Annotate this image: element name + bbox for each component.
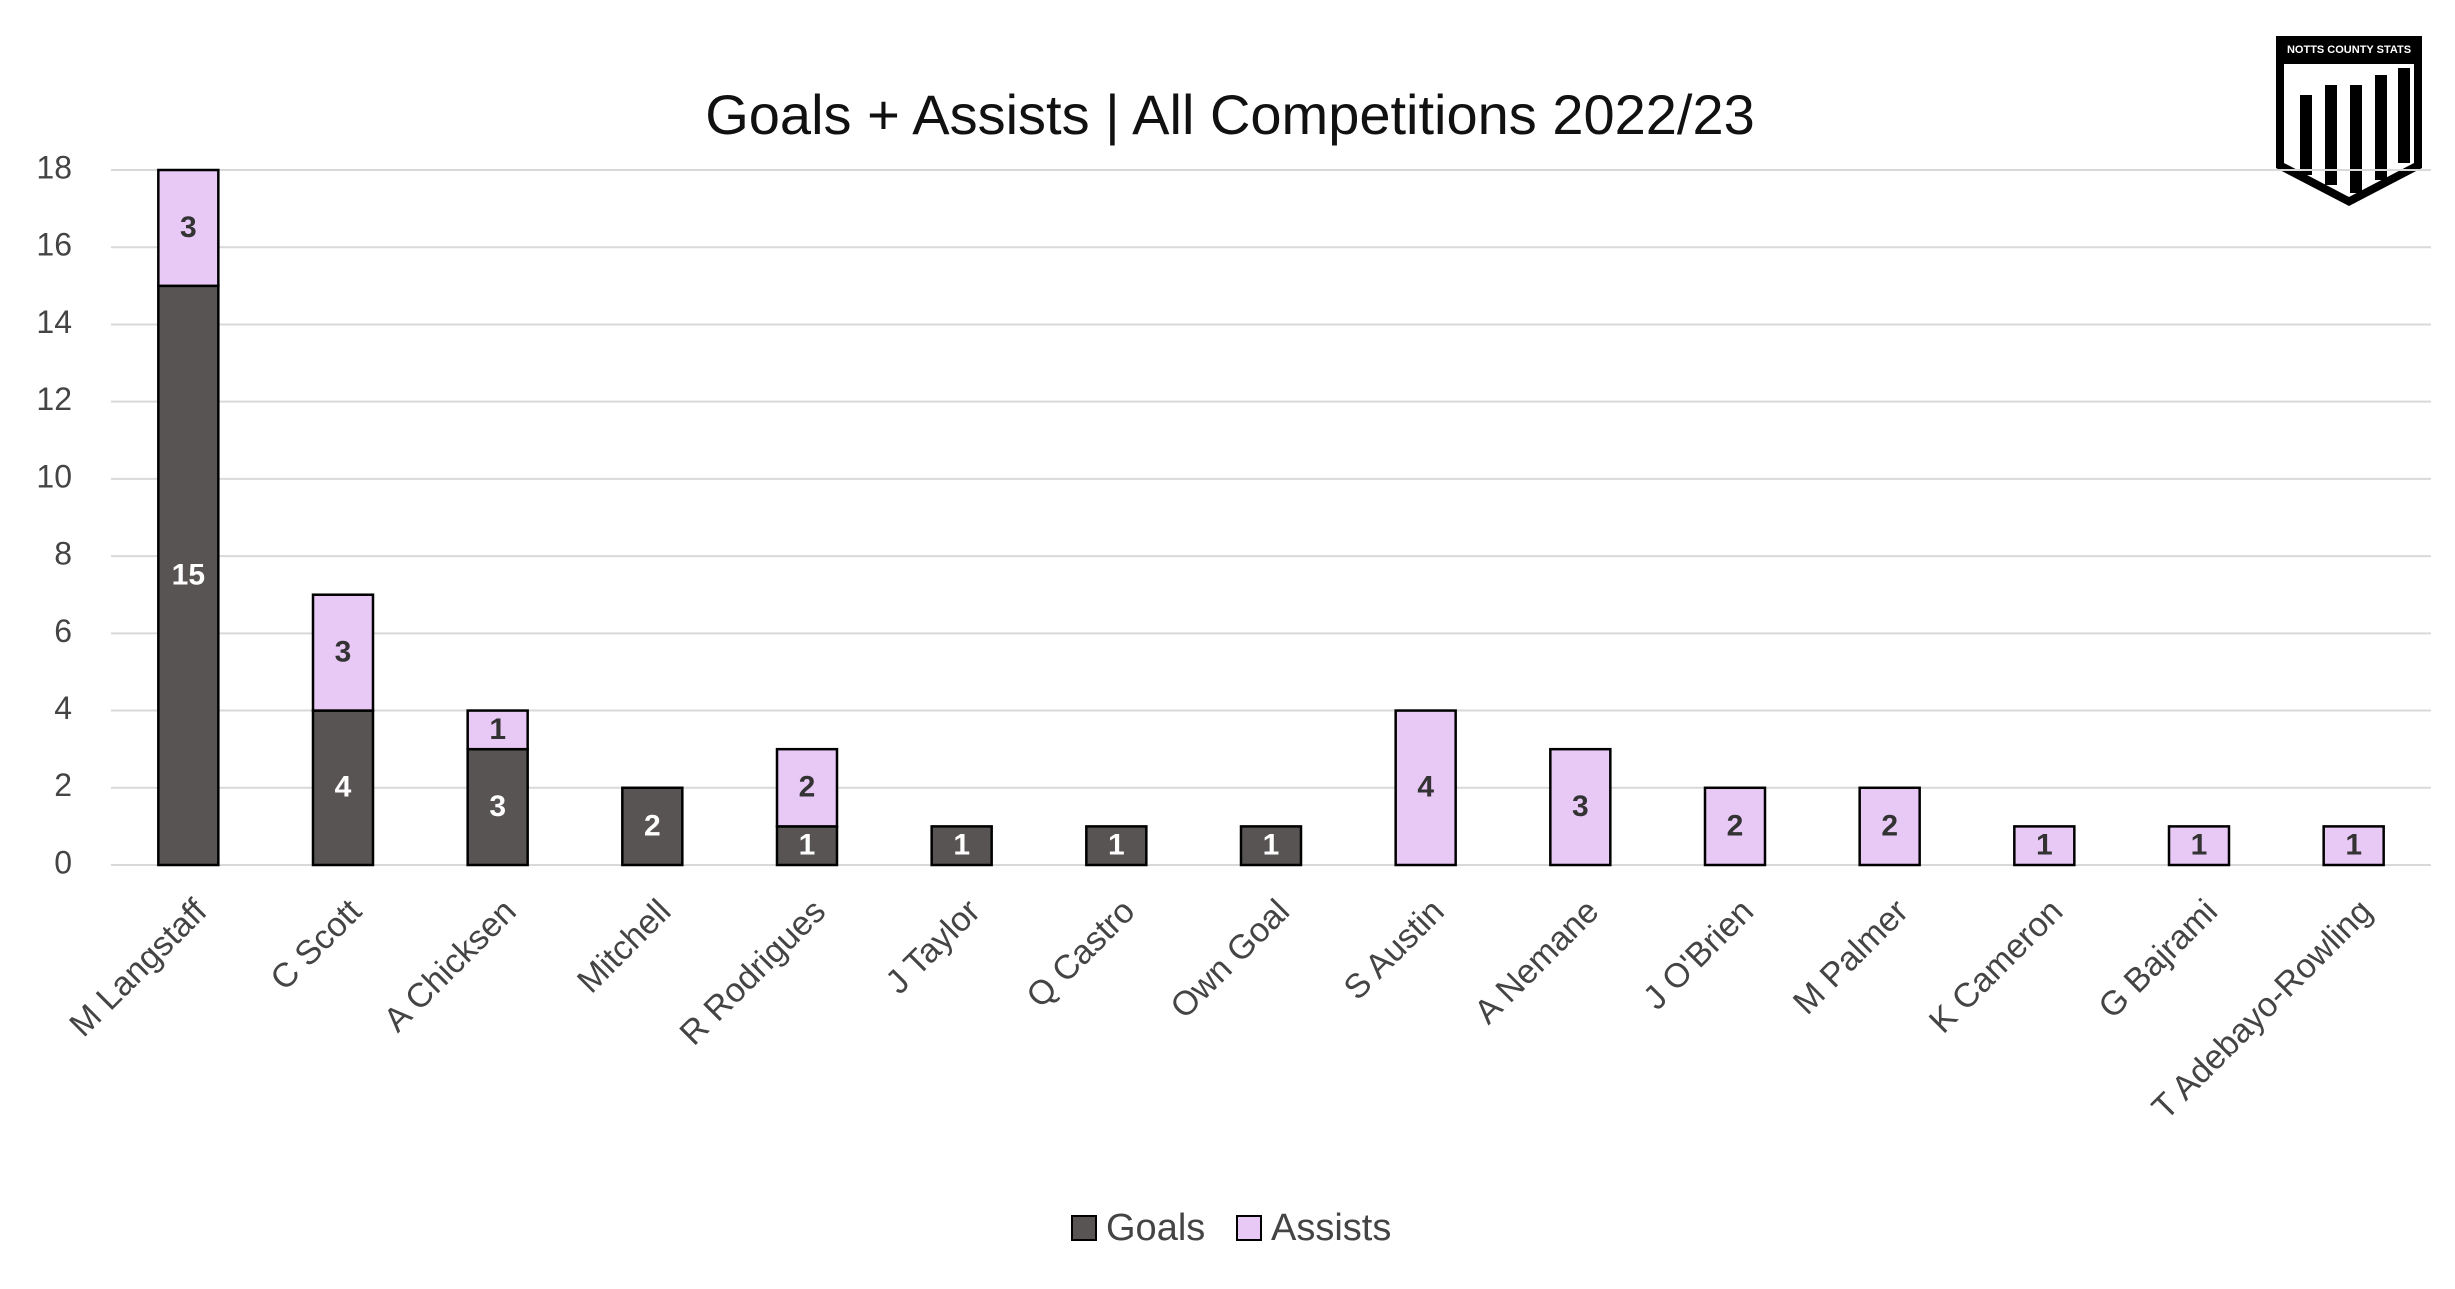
- value-label: 4: [1417, 771, 1434, 804]
- x-tick-label: Mitchell: [570, 892, 678, 1000]
- x-tick-label: M Langstaff: [62, 892, 214, 1044]
- value-label: 2: [644, 809, 661, 842]
- bar-segment: [157, 168, 220, 288]
- value-label: 2: [1727, 809, 1744, 842]
- legend-swatch: [1071, 1215, 1097, 1241]
- x-tick-label: G Bajrami: [2091, 892, 2225, 1026]
- bar-segment: [1703, 786, 1767, 867]
- y-tick-label: 14: [36, 304, 72, 340]
- bar-segment: [311, 593, 375, 712]
- value-label: 1: [2191, 829, 2208, 862]
- logo-stripe: [2325, 85, 2337, 185]
- chart-title: Goals + Assists | All Competitions 2022/…: [705, 83, 1755, 146]
- bar-segment: [1394, 709, 1457, 867]
- bar-segment: [466, 709, 529, 751]
- bar-segment: [2322, 825, 2385, 867]
- bar-segment: [1858, 786, 1921, 867]
- value-label: 1: [489, 713, 506, 746]
- value-label: 1: [1108, 829, 1125, 862]
- y-tick-label: 8: [54, 536, 72, 572]
- logo-stripe: [2398, 68, 2410, 163]
- bar-segment: [2167, 825, 2231, 867]
- value-label: 3: [335, 636, 352, 669]
- legend-label: Assists: [1271, 1207, 1391, 1249]
- x-tick-label: J O'Brien: [1636, 892, 1761, 1017]
- legend-label: Goals: [1106, 1207, 1205, 1249]
- x-tick-label: Q Castro: [1019, 892, 1142, 1015]
- bar-segment: [1085, 825, 1148, 867]
- bar-segment: [157, 284, 220, 867]
- bar-segment: [621, 786, 684, 867]
- value-label: 1: [799, 829, 816, 862]
- value-label: 3: [489, 790, 506, 823]
- value-label: 1: [2345, 829, 2362, 862]
- x-tick-label: S Austin: [1337, 892, 1452, 1007]
- x-tick-label: M Palmer: [1786, 892, 1916, 1022]
- y-tick-label: 6: [54, 613, 72, 649]
- y-tick-label: 4: [54, 690, 72, 726]
- value-label: 15: [172, 558, 205, 591]
- x-tick-label: J Taylor: [878, 892, 987, 1001]
- legend-swatch: [1236, 1215, 1262, 1241]
- bar-segment: [775, 747, 839, 828]
- y-tick-label: 16: [36, 227, 72, 263]
- x-tick-label: A Chicksen: [377, 892, 524, 1039]
- value-label: 3: [1572, 790, 1589, 823]
- value-label: 3: [180, 211, 197, 244]
- x-tick-label: Own Goal: [1163, 892, 1297, 1026]
- value-label: 1: [1263, 829, 1280, 862]
- value-label: 1: [2036, 829, 2053, 862]
- value-label: 2: [1881, 809, 1898, 842]
- bar-segment: [1549, 747, 1612, 867]
- x-tick-label: R Rodrigues: [673, 892, 834, 1053]
- logo: NOTTS COUNTY STATS: [2276, 36, 2422, 206]
- logo-stripe: [2300, 95, 2312, 175]
- y-tick-label: 12: [36, 381, 72, 417]
- logo-stripe: [2375, 75, 2387, 180]
- y-tick-label: 2: [54, 767, 72, 803]
- x-tick-label: C Scott: [263, 892, 369, 998]
- logo-stripe: [2350, 85, 2362, 193]
- y-tick-label: 18: [36, 149, 72, 185]
- y-tick-label: 10: [36, 458, 72, 494]
- bar-segment: [930, 825, 993, 867]
- value-label: 1: [953, 829, 970, 862]
- y-tick-label: 0: [54, 844, 72, 880]
- x-tick-label: K Cameron: [1922, 892, 2070, 1040]
- bar-segment: [311, 709, 375, 867]
- x-tick-label: A Nemane: [1467, 892, 1606, 1031]
- value-label: 2: [799, 771, 816, 804]
- bar-segment: [1239, 825, 1303, 867]
- bar-segment: [466, 747, 529, 867]
- value-label: 4: [335, 771, 352, 804]
- bar-segment: [2013, 825, 2076, 867]
- logo-text: NOTTS COUNTY STATS: [2287, 44, 2411, 56]
- bar-segment: [775, 825, 839, 867]
